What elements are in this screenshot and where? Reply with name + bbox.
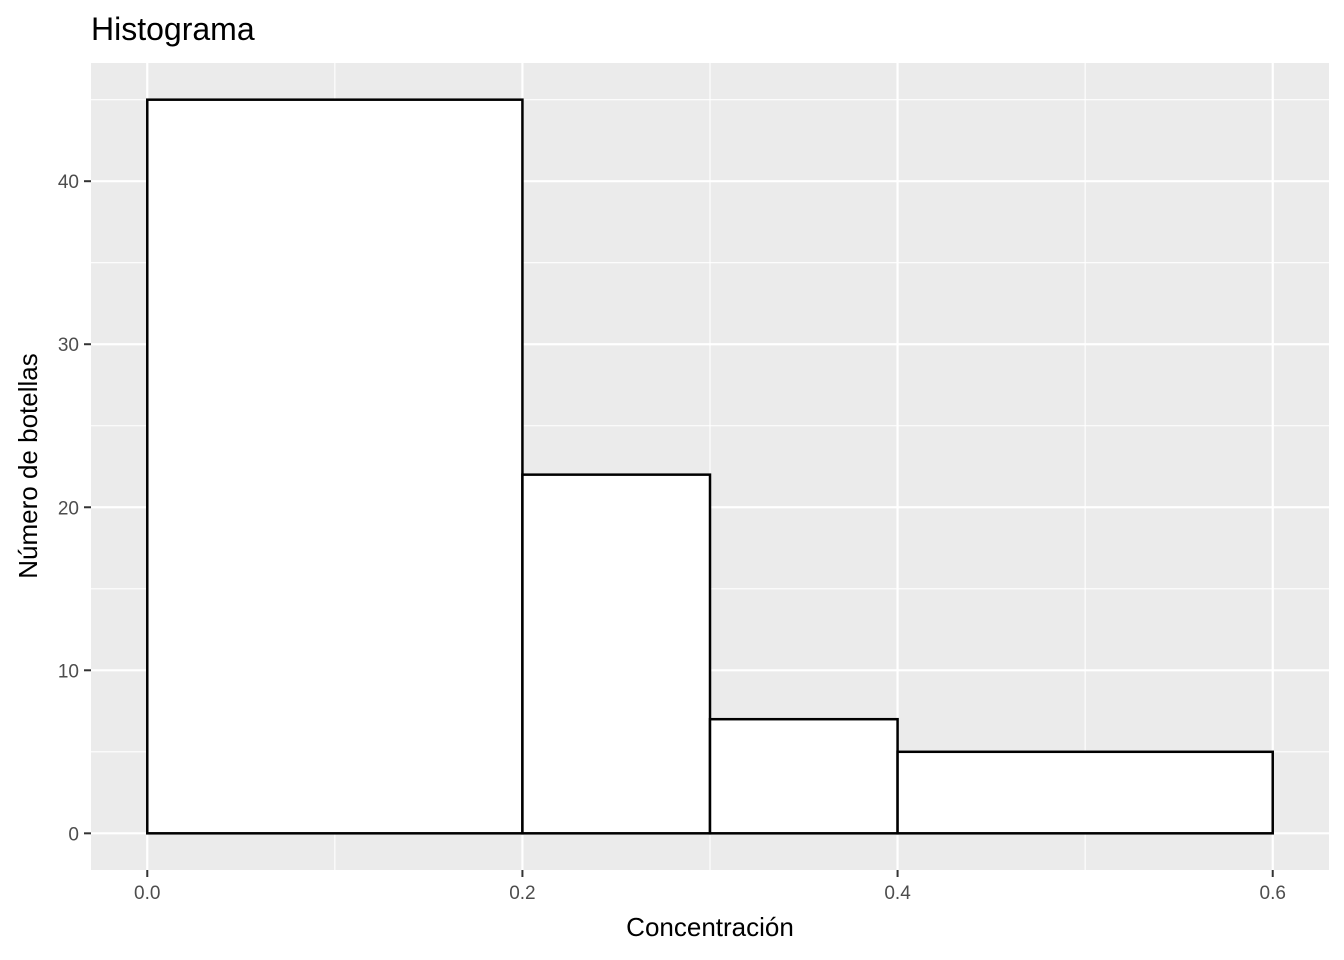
histogram-bar-0 bbox=[146, 98, 524, 835]
x-tick-label-0: 0.0 bbox=[134, 883, 160, 904]
y-axis-label: Número de botellas bbox=[13, 353, 43, 578]
y-tick-label-1: 10 bbox=[58, 661, 79, 682]
x-axis: 0.0 0.2 0.4 0.6 bbox=[134, 870, 1286, 904]
x-tick-label-2: 0.4 bbox=[884, 883, 911, 904]
y-tick-label-4: 40 bbox=[58, 172, 79, 193]
chart-title: Histograma bbox=[91, 11, 255, 47]
y-tick-label-0: 0 bbox=[68, 824, 79, 845]
x-tick-label-3: 0.6 bbox=[1260, 883, 1286, 904]
histogram-bar-3 bbox=[896, 750, 1274, 835]
y-tick-label-3: 30 bbox=[58, 335, 79, 356]
y-axis: 0 10 20 30 40 bbox=[58, 172, 91, 845]
y-tick-label-2: 20 bbox=[58, 498, 79, 519]
histogram-bars bbox=[146, 98, 1274, 835]
x-tick-label-1: 0.2 bbox=[509, 883, 535, 904]
histogram-bar-2 bbox=[708, 717, 899, 835]
x-axis-label: Concentración bbox=[626, 912, 794, 942]
histogram-bar-1 bbox=[521, 473, 712, 835]
